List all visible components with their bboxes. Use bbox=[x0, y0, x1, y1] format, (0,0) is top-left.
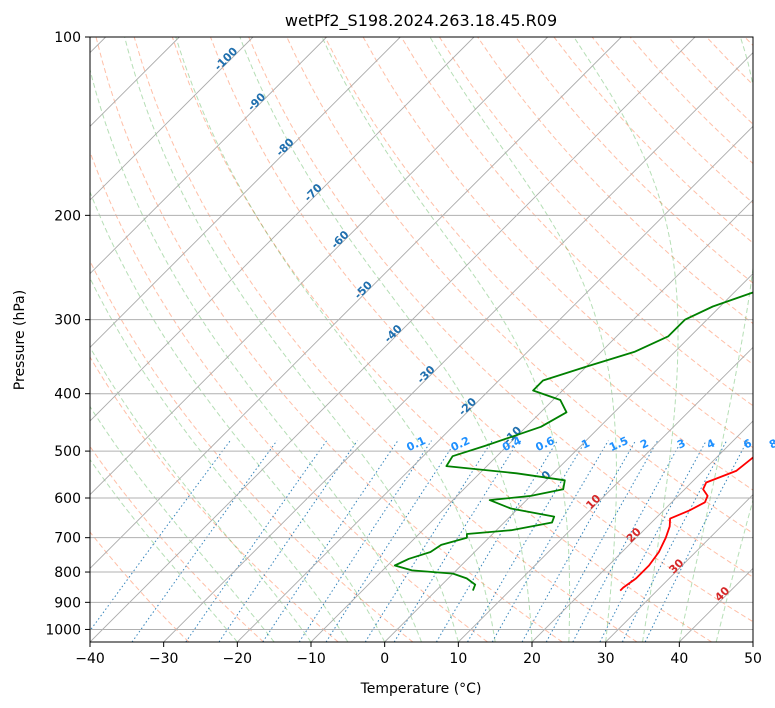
isotherm-line bbox=[237, 125, 753, 642]
x-tick-label: 20 bbox=[523, 651, 541, 667]
x-tick-label: 10 bbox=[449, 651, 467, 667]
isotherm-line bbox=[90, 37, 622, 569]
dry-adiabat-line bbox=[210, 37, 753, 623]
moist-adiabat-line bbox=[90, 405, 275, 642]
isotherm-line bbox=[90, 37, 548, 496]
dry-adiabat-line bbox=[90, 150, 488, 642]
mixing-ratio-line bbox=[435, 440, 558, 642]
mixing-ratio-line bbox=[491, 440, 609, 642]
moist-adiabat-line bbox=[239, 37, 533, 642]
dry-adiabat-line bbox=[95, 37, 563, 642]
isotherm-line bbox=[90, 37, 401, 348]
dry-adiabat-line bbox=[438, 37, 753, 366]
moist-adiabat-line bbox=[175, 37, 496, 642]
mixing-ratio-line bbox=[90, 440, 231, 632]
x-tick-label: 30 bbox=[597, 651, 615, 667]
mixing-ratio-line bbox=[521, 440, 637, 642]
y-axis-label: Pressure (hPa) bbox=[12, 290, 28, 390]
y-tick-label: 400 bbox=[54, 387, 81, 403]
moist-adiabat-line bbox=[715, 498, 753, 642]
isotherm-line bbox=[458, 346, 753, 642]
dry-adiabat-line bbox=[90, 531, 190, 642]
mixing-ratio-line bbox=[545, 440, 659, 642]
x-tick-label: 40 bbox=[670, 651, 688, 667]
mixing-ratio-line bbox=[298, 440, 432, 642]
moist-adiabat-line bbox=[678, 37, 753, 642]
moist-adiabat-line bbox=[573, 37, 679, 642]
mixing-ratio-line bbox=[364, 440, 493, 642]
isotherm-line bbox=[90, 37, 327, 275]
isotherm-line bbox=[605, 494, 753, 642]
x-tick-label: 0 bbox=[380, 651, 389, 667]
x-tick-label: −40 bbox=[75, 651, 105, 667]
plot-frame bbox=[89, 36, 754, 643]
dry-adiabat-line bbox=[171, 37, 712, 642]
isotherm-line bbox=[90, 37, 696, 642]
mixing-ratio-line bbox=[572, 440, 683, 642]
y-tick-label: 200 bbox=[54, 208, 81, 224]
x-tick-label: −30 bbox=[149, 651, 179, 667]
isotherm-line bbox=[531, 420, 753, 642]
mixing-ratio-line bbox=[467, 440, 587, 642]
temperature-profile-line bbox=[619, 456, 753, 592]
y-tick-label: 700 bbox=[54, 531, 81, 547]
y-tick-label: 300 bbox=[54, 313, 81, 329]
x-axis-ticks: −40 −30 −20 −10 0 10 20 30 40 50 bbox=[75, 642, 762, 667]
dry-adiabat-line bbox=[90, 445, 264, 642]
dry-adiabat-line bbox=[248, 37, 753, 578]
moist-adiabat-line bbox=[429, 37, 617, 642]
dry-adiabat-line bbox=[400, 37, 753, 407]
y-tick-label: 500 bbox=[54, 444, 81, 460]
isotherm-line bbox=[90, 37, 475, 422]
moist-adiabat-line bbox=[124, 37, 459, 642]
dry-adiabat-line bbox=[133, 37, 638, 642]
y-tick-label: 100 bbox=[54, 30, 81, 46]
dry-adiabat-line bbox=[515, 37, 753, 284]
x-tick-label: −10 bbox=[296, 651, 326, 667]
mixing-ratio-line bbox=[644, 440, 748, 642]
moist-adiabat-line bbox=[90, 67, 422, 642]
profile-lines bbox=[393, 291, 753, 592]
mixing-ratio-label: 8 bbox=[767, 437, 775, 452]
dewpoint-profile-line bbox=[393, 291, 753, 591]
y-tick-label: 600 bbox=[54, 491, 81, 507]
isotherm-line bbox=[90, 37, 254, 201]
chart-title: wetPf2_S198.2024.263.18.45.R09 bbox=[285, 11, 557, 31]
x-tick-label: −20 bbox=[223, 651, 253, 667]
mixing-ratio-line bbox=[325, 440, 457, 642]
moist-adiabat-line bbox=[90, 190, 386, 642]
y-tick-label: 900 bbox=[54, 595, 81, 611]
isotherm-line bbox=[384, 273, 753, 642]
dry-adiabat-line bbox=[324, 37, 753, 491]
y-axis-ticks: 100 200 300 400 500 600 700 800 900 1000 bbox=[45, 30, 90, 638]
y-tick-label: 800 bbox=[54, 565, 81, 581]
dry-adiabat-line bbox=[90, 356, 339, 642]
isotherm-line bbox=[163, 52, 753, 642]
x-tick-label: 50 bbox=[744, 651, 762, 667]
moist-adiabat-line bbox=[90, 277, 349, 642]
isotherm-line bbox=[310, 199, 753, 642]
mixing-ratio-line bbox=[131, 440, 278, 642]
y-tick-label: 1000 bbox=[45, 622, 81, 638]
mixing-ratio-line bbox=[262, 440, 399, 642]
mixing-ratio-line bbox=[185, 440, 328, 642]
x-axis-label: Temperature (°C) bbox=[360, 681, 482, 697]
